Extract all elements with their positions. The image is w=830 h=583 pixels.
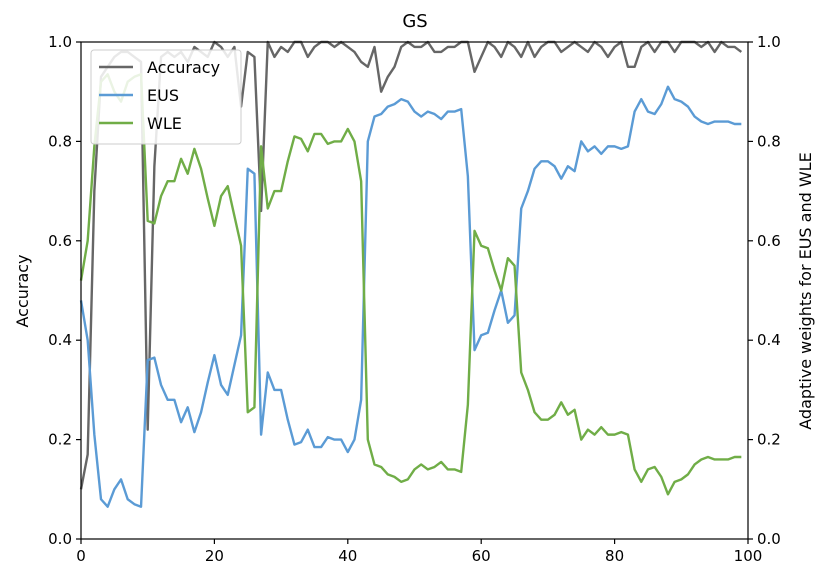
- y-tick-label-right: 0.2: [757, 431, 781, 449]
- legend-label-wle: WLE: [147, 114, 182, 133]
- y-tick-label-left: 0.0: [48, 530, 72, 548]
- y-tick-label-left: 0.4: [48, 331, 72, 349]
- y-tick-label-left: 0.8: [48, 132, 72, 150]
- y-tick-label-right: 0.0: [757, 530, 781, 548]
- x-tick-label: 60: [472, 547, 491, 565]
- x-tick-label: 80: [605, 547, 624, 565]
- y-axis-label-right: Adaptive weights for EUS and WLE: [796, 152, 815, 429]
- legend-label-eus: EUS: [147, 86, 179, 105]
- series-line-wle: [79, 73, 742, 496]
- series-line-eus: [79, 85, 742, 508]
- chart-title: GS: [402, 11, 427, 32]
- legend-box: [90, 49, 242, 145]
- x-tick-label: 40: [338, 547, 357, 565]
- y-tick-label-left: 0.6: [48, 232, 72, 250]
- y-tick-label-right: 0.6: [757, 232, 781, 250]
- axes-layer: 0 20 40 60 80 1000.00.20.40.60.81.00.00.20.40…: [48, 33, 781, 565]
- y-tick-label-left: 1.0: [48, 33, 72, 51]
- legend: Accuracy EUS WLE: [90, 49, 242, 145]
- y-tick-label-right: 0.8: [757, 132, 781, 150]
- plot-frame: [80, 41, 749, 540]
- x-tick-label: 100: [734, 547, 763, 565]
- x-tick-label: 20: [205, 547, 224, 565]
- legend-label-accuracy: Accuracy: [147, 58, 220, 77]
- x-tick-label: 0: [76, 547, 86, 565]
- y-axis-label-left: Accuracy: [13, 254, 32, 327]
- y-tick-label-right: 0.4: [757, 331, 781, 349]
- y-tick-label-left: 0.2: [48, 431, 72, 449]
- y-tick-label-right: 1.0: [757, 33, 781, 51]
